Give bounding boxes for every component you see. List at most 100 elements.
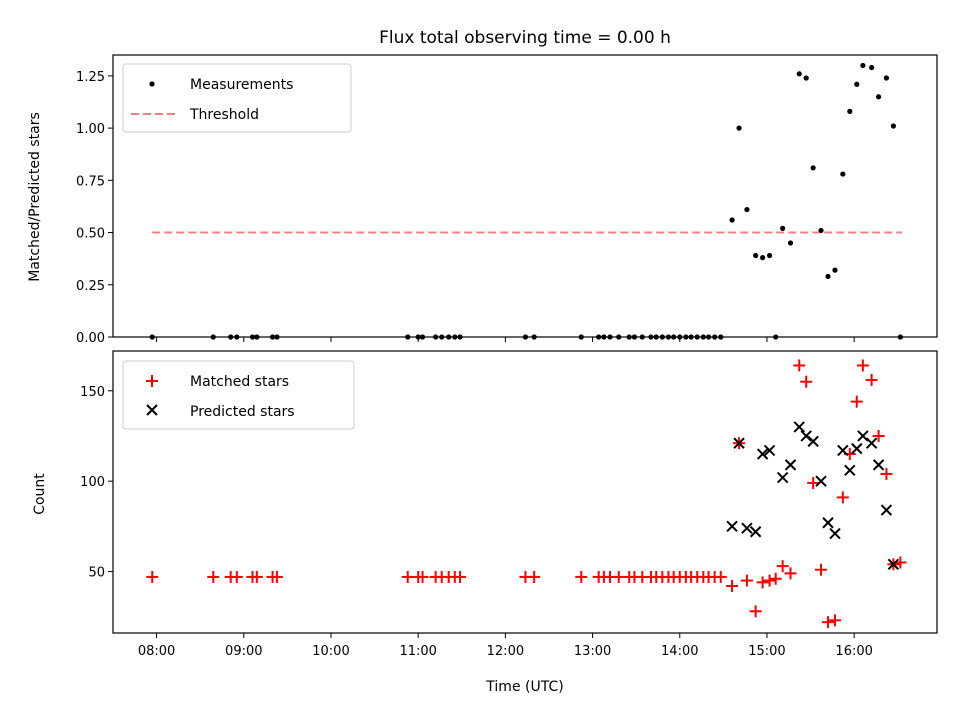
measurement-point (736, 125, 742, 131)
measurement-point (875, 94, 882, 100)
predicted-star-point (741, 522, 753, 534)
x-tick-label: 11:00 (399, 644, 436, 659)
ratio-panel: Flux total observing time = 0.00 h Match… (27, 28, 938, 346)
predicted-star-point (844, 464, 856, 477)
top-y-tick-label: 0.50 (76, 227, 105, 242)
chart-title: Flux total observing time = 0.00 h (379, 28, 671, 48)
measurement-point (883, 75, 890, 81)
predicted-star-point (726, 520, 738, 533)
measurement-point (810, 165, 816, 171)
legend-predicted-marker (146, 404, 158, 416)
x-tick-label: 14:00 (661, 644, 698, 659)
matched-star-point (822, 616, 835, 629)
measurement-point (860, 62, 866, 69)
matched-star-point (872, 429, 885, 442)
measurement-point (803, 75, 809, 81)
bottom-axes-frame (112, 350, 938, 634)
x-tick-label: 16:00 (835, 644, 872, 659)
matched-star-point (815, 563, 828, 576)
legend-measurements-label: Measurements (190, 77, 293, 93)
matched-star-point (612, 570, 625, 583)
legend-matched-marker (146, 375, 158, 387)
matched-star-point (807, 476, 820, 489)
measurement-point (787, 240, 794, 246)
measurement-point (729, 217, 735, 223)
bottom-y-tick-label: 50 (88, 566, 105, 581)
legend-predicted-label: Predicted stars (190, 404, 295, 420)
measurement-point (796, 71, 802, 77)
measurement-point (825, 273, 831, 280)
predicted-star-point (733, 437, 745, 449)
matched-star-point (207, 570, 220, 583)
measurement-point (744, 206, 750, 213)
matched-star-point (776, 560, 789, 573)
bottom-legend: Matched stars Predicted stars (122, 360, 355, 430)
measurement-point (753, 252, 759, 259)
x-tick-label: 12:00 (487, 644, 524, 659)
legend-matched-label: Matched stars (190, 374, 289, 390)
matched-star-point (454, 570, 467, 583)
predicted-star-point (829, 527, 841, 540)
measurement-point (832, 267, 838, 273)
measurement-point (840, 171, 846, 177)
top-legend: Measurements Threshold (122, 63, 352, 133)
predicted-star-point (793, 421, 805, 433)
predicted-star-point (872, 459, 885, 471)
measurement-point (780, 225, 786, 231)
predicted-star-point (756, 448, 769, 460)
matched-star-point (763, 574, 776, 587)
measurement-point (869, 64, 875, 71)
matched-star-point (230, 570, 243, 583)
bottom-y-tick-label: 150 (80, 385, 105, 400)
legend-measurements-marker (149, 81, 155, 87)
matched-star-point (784, 567, 797, 580)
predicted-star-point (749, 526, 762, 538)
predicted-star-point (865, 437, 878, 449)
x-tick-label: 08:00 (138, 644, 175, 659)
x-tick-label: 13:00 (574, 644, 611, 659)
x-tick-label: 10:00 (312, 644, 349, 659)
matched-star-point (250, 570, 263, 583)
matched-star-point (880, 467, 893, 480)
matched-star-point (740, 574, 753, 587)
matched-star-point (146, 570, 159, 583)
matched-star-point (756, 576, 769, 589)
predicted-star-point (837, 444, 849, 457)
bottom-y-tick-label: 100 (80, 475, 105, 490)
measurement-point (854, 81, 860, 87)
top-axes-frame (112, 54, 938, 338)
predicted-star-point (815, 475, 827, 487)
matched-star-point (793, 359, 806, 372)
top-y-tick-label: 0.25 (76, 279, 105, 294)
top-y-tick-label: 1.25 (76, 70, 105, 85)
predicted-star-point (857, 430, 869, 442)
measurement-point (847, 108, 853, 114)
matched-star-point (528, 570, 541, 583)
predicted-star-point (784, 459, 797, 471)
bottom-y-axis-label: Count (32, 473, 48, 515)
matched-star-point (726, 580, 739, 592)
matched-star-point (850, 395, 863, 408)
matched-star-point (865, 373, 878, 386)
predicted-star-point (887, 558, 900, 571)
count-panel: Count Time (UTC) 50 100 150 08:00 09:00 10:0… (32, 350, 938, 695)
top-y-axis-label: Matched/Predicted stars (27, 112, 43, 282)
matched-star-point (401, 570, 414, 583)
legend-threshold-label: Threshold (189, 107, 259, 123)
predicted-star-point (763, 444, 776, 457)
matched-star-point (828, 614, 841, 627)
top-y-tick-label: 0.00 (76, 331, 105, 346)
top-y-tick-label: 1.00 (76, 122, 105, 137)
matched-star-point (769, 572, 782, 585)
predicted-star-point (822, 517, 834, 529)
measurement-point (890, 123, 897, 129)
matched-star-point (800, 375, 813, 388)
x-tick-label: 09:00 (225, 644, 262, 659)
predicted-star-point (851, 442, 863, 455)
matched-star-point (836, 491, 849, 504)
matched-star-point (270, 570, 283, 583)
predicted-star-point (807, 435, 819, 448)
predicted-star-point (800, 430, 812, 442)
predicted-star-point (776, 471, 789, 484)
